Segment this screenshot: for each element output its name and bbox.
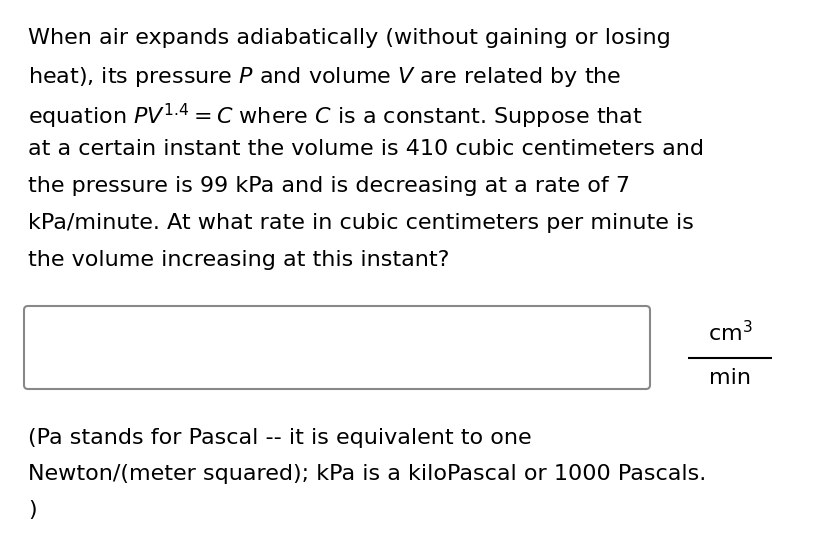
Text: the pressure is 99 kPa and is decreasing at a rate of 7: the pressure is 99 kPa and is decreasing… [28, 176, 629, 196]
Text: When air expands adiabatically (without gaining or losing: When air expands adiabatically (without … [28, 28, 670, 48]
Text: ): ) [28, 500, 36, 520]
FancyBboxPatch shape [24, 306, 649, 389]
Text: the volume increasing at this instant?: the volume increasing at this instant? [28, 250, 449, 270]
Text: cm$^3$: cm$^3$ [707, 320, 752, 345]
Text: heat), its pressure $\mathit{P}$ and volume $\mathit{V}$ are related by the: heat), its pressure $\mathit{P}$ and vol… [28, 65, 620, 89]
Text: kPa/minute. At what rate in cubic centimeters per minute is: kPa/minute. At what rate in cubic centim… [28, 213, 693, 233]
Text: min: min [708, 368, 750, 388]
Text: at a certain instant the volume is 410 cubic centimeters and: at a certain instant the volume is 410 c… [28, 139, 703, 159]
Text: Newton/(meter squared); kPa is a kiloPascal or 1000 Pascals.: Newton/(meter squared); kPa is a kiloPas… [28, 464, 705, 484]
Text: (Pa stands for Pascal -- it is equivalent to one: (Pa stands for Pascal -- it is equivalen… [28, 428, 531, 448]
Text: equation $\mathit{PV}^{1.4} = \mathit{C}$ where $\mathit{C}$ is a constant. Supp: equation $\mathit{PV}^{1.4} = \mathit{C}… [28, 102, 642, 131]
